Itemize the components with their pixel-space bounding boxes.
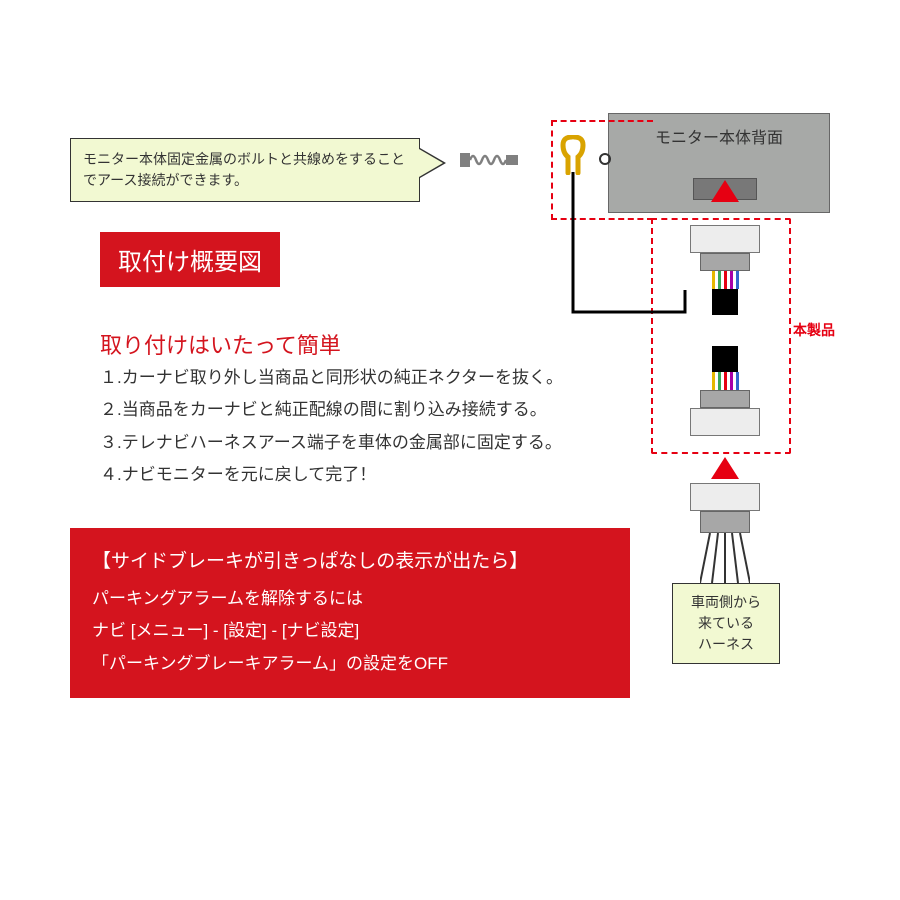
connector-vehicle-b <box>700 511 750 533</box>
step-2: ２.当商品をカーナビと純正配線の間に割り込み接続する。 <box>100 394 600 426</box>
alert-line-3: 「パーキングブレーキアラーム」の設定をOFF <box>92 648 608 680</box>
black-joint-bottom <box>712 346 738 372</box>
alert-box: 【サイドブレーキが引きっぱなしの表示が出たら】 パーキングアラームを解除するには… <box>70 528 630 698</box>
product-label: 本製品 <box>793 320 835 340</box>
steps-list: １.カーナビ取り外し当商品と同形状の純正ネクターを抜く。 ２.当商品をカーナビと… <box>100 362 600 491</box>
alert-title: 【サイドブレーキが引きっぱなしの表示が出たら】 <box>92 546 608 573</box>
step-1: １.カーナビ取り外し当商品と同形状の純正ネクターを抜く。 <box>100 362 600 394</box>
arrow-product-vehicle <box>711 457 739 479</box>
ground-note-box: モニター本体固定金属のボルトと共線めをすることでアース接続ができます。 <box>70 138 420 202</box>
arrow-into-monitor <box>711 180 739 202</box>
harness-box: 車両側から 来ている ハーネス <box>672 583 780 664</box>
title-text: 取付け概要図 <box>118 249 262 276</box>
harness-label: 車両側から 来ている ハーネス <box>691 594 761 652</box>
alert-body: パーキングアラームを解除するには ナビ [メニュー] - [設定] - [ナビ設… <box>92 583 608 680</box>
connector-vehicle-a <box>690 483 760 511</box>
wires-to-harness <box>700 533 750 583</box>
ground-wire <box>565 172 695 332</box>
step-4: ４.ナビモニターを元に戻して完了！ <box>100 459 600 491</box>
wires-top <box>700 271 750 289</box>
subtitle-text: 取り付けはいたって簡単 <box>100 333 341 358</box>
connector-top-a <box>690 225 760 253</box>
connector-mid-a <box>700 390 750 408</box>
black-joint-top <box>712 289 738 315</box>
alert-line-2: ナビ [メニュー] - [設定] - [ナビ設定] <box>92 615 608 647</box>
bolt-icon <box>460 145 540 175</box>
connector-mid-b <box>690 408 760 436</box>
subtitle: 取り付けはいたって簡単 <box>100 328 341 360</box>
alert-line-1: パーキングアラームを解除するには <box>92 583 608 615</box>
title-box: 取付け概要図 <box>100 232 280 287</box>
connector-top-b <box>700 253 750 271</box>
note-pointer <box>419 149 443 177</box>
wires-bottom <box>700 372 750 390</box>
step-3: ３.テレナビハーネスアース端子を車体の金属部に固定する。 <box>100 427 600 459</box>
ground-note-text: モニター本体固定金属のボルトと共線めをすることでアース接続ができます。 <box>83 151 405 188</box>
